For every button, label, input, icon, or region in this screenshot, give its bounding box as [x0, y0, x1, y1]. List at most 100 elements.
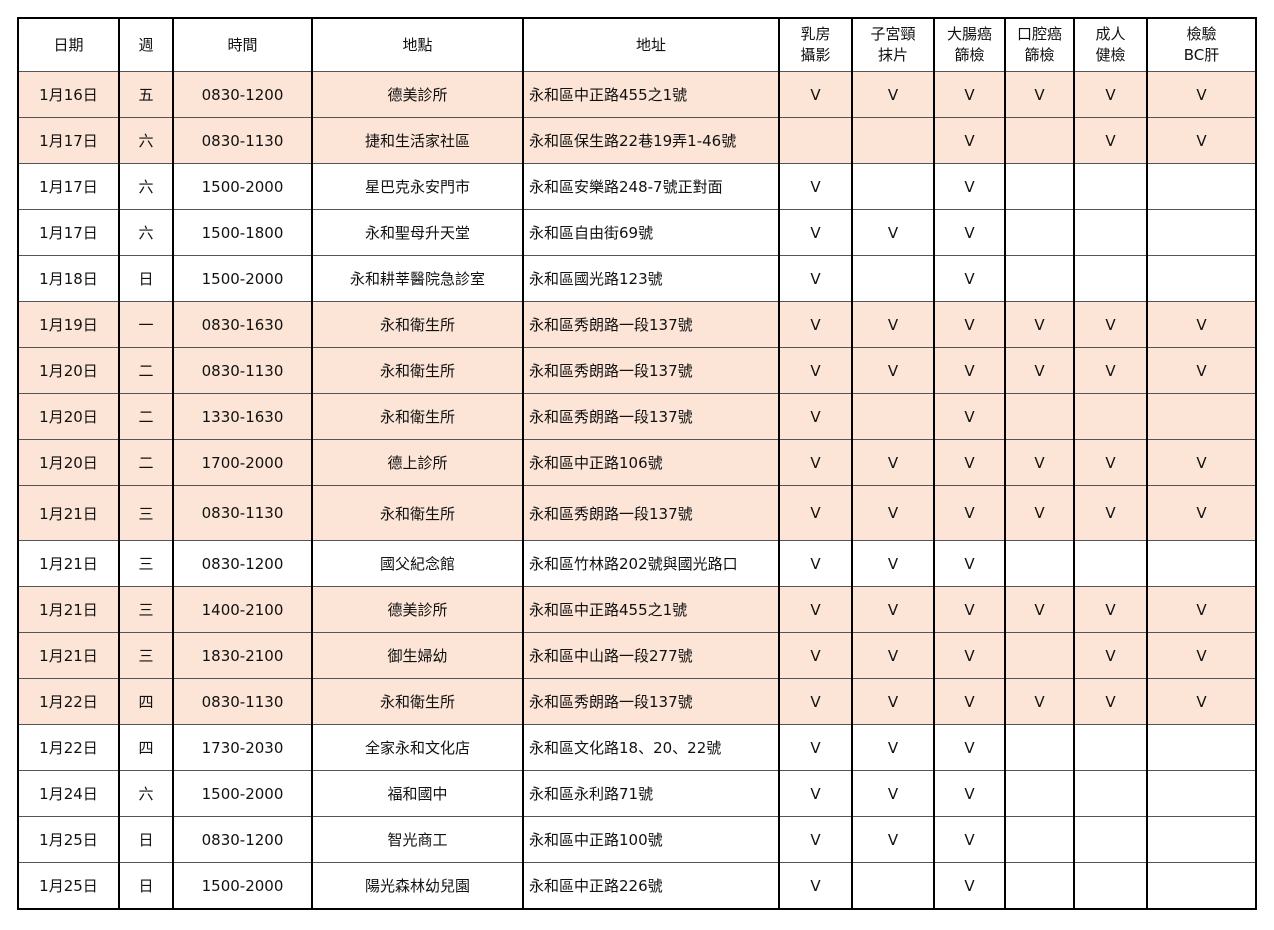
cell: 永和衛生所	[311, 393, 524, 440]
check-cell	[851, 862, 935, 910]
check-cell: V	[933, 439, 1006, 486]
cell: 星巴克永安門市	[311, 163, 524, 210]
check-cell	[1004, 209, 1075, 256]
cell: 1月25日	[17, 816, 120, 863]
check-cell: V	[851, 678, 935, 725]
check-cell	[851, 163, 935, 210]
check-cell	[1004, 163, 1075, 210]
check-cell: V	[1073, 301, 1148, 348]
check-cell	[1073, 816, 1148, 863]
header-text: 篩檢	[954, 46, 985, 64]
check-cell: V	[778, 255, 853, 302]
check-cell: V	[851, 71, 935, 118]
cell: 0830-1130	[172, 117, 313, 164]
header-cell: 子宮頸 抹片	[851, 17, 935, 72]
header-cell: 週	[118, 17, 174, 72]
cell: 0830-1200	[172, 816, 313, 863]
table-row: 1月20日二 1700-2000 德上診所 永和區中正路106號 V V V V V V	[17, 439, 1257, 486]
check-cell: V	[933, 485, 1006, 541]
header-text: 篩檢	[1024, 46, 1055, 64]
check-cell: V	[851, 439, 935, 486]
header-text: 健檢	[1095, 46, 1126, 64]
cell: 1月17日	[17, 163, 120, 210]
cell: 六	[118, 209, 174, 256]
check-cell: V	[1073, 347, 1148, 394]
cell: 1500-2000	[172, 770, 313, 817]
check-cell: V	[933, 209, 1006, 256]
check-cell	[778, 117, 853, 164]
check-cell	[1146, 770, 1257, 817]
header-cell: 地點	[311, 17, 524, 72]
check-cell: V	[1073, 678, 1148, 725]
cell: 德美診所	[311, 586, 524, 633]
check-cell: V	[778, 209, 853, 256]
table-row: 1月18日日 1500-2000 永和耕莘醫院急診室 永和區國光路123號 V V	[17, 255, 1257, 302]
check-cell	[1004, 770, 1075, 817]
check-cell: V	[1146, 71, 1257, 118]
check-cell	[1073, 770, 1148, 817]
check-cell: V	[933, 586, 1006, 633]
cell: 德美診所	[311, 71, 524, 118]
header-text: 子宮頸	[870, 25, 916, 43]
address-cell: 永和區安樂路248-7號正對面	[522, 163, 780, 210]
check-cell	[1073, 163, 1148, 210]
header-cell: 時間	[172, 17, 313, 72]
check-cell: V	[1146, 117, 1257, 164]
address-cell: 永和區秀朗路一段137號	[522, 485, 780, 541]
cell: 一	[118, 301, 174, 348]
header-text: 日期	[53, 35, 84, 54]
cell: 0830-1130	[172, 678, 313, 725]
cell: 0830-1630	[172, 301, 313, 348]
cell: 永和衛生所	[311, 301, 524, 348]
address-cell: 永和區秀朗路一段137號	[522, 678, 780, 725]
check-cell: V	[1073, 117, 1148, 164]
cell: 1月20日	[17, 439, 120, 486]
cell: 1500-1800	[172, 209, 313, 256]
table-row: 1月21日三 0830-1200 國父紀念館 永和區竹林路202號與國光路口 V V V	[17, 540, 1257, 587]
header-text: 地址	[635, 35, 666, 54]
table-row: 1月19日一 0830-1630 永和衛生所 永和區秀朗路一段137號 V V V V V V	[17, 301, 1257, 348]
check-cell: V	[778, 816, 853, 863]
header-text: 成人	[1095, 25, 1126, 43]
check-cell	[1004, 816, 1075, 863]
cell: 全家永和文化店	[311, 724, 524, 771]
cell: 0830-1200	[172, 71, 313, 118]
address-cell: 永和區自由街69號	[522, 209, 780, 256]
check-cell: V	[1146, 439, 1257, 486]
header-cell: 乳房 攝影	[778, 17, 853, 72]
check-cell	[1004, 540, 1075, 587]
address-cell: 永和區中正路100號	[522, 816, 780, 863]
check-cell: V	[1004, 347, 1075, 394]
header-text: 時間	[227, 35, 258, 54]
header-text: BC肝	[1183, 46, 1220, 64]
cell: 永和衛生所	[311, 347, 524, 394]
table-row: 1月21日三 0830-1130 永和衛生所 永和區秀朗路一段137號 V V V V V V	[17, 485, 1257, 541]
address-cell: 永和區中正路455之1號	[522, 586, 780, 633]
cell: 1月17日	[17, 117, 120, 164]
address-cell: 永和區文化路18、20、22號	[522, 724, 780, 771]
cell: 1700-2000	[172, 439, 313, 486]
cell: 1月21日	[17, 632, 120, 679]
check-cell	[1073, 862, 1148, 910]
check-cell	[851, 117, 935, 164]
check-cell: V	[778, 393, 853, 440]
cell: 六	[118, 163, 174, 210]
check-cell: V	[933, 816, 1006, 863]
cell: 日	[118, 816, 174, 863]
cell: 三	[118, 485, 174, 541]
check-cell: V	[933, 117, 1006, 164]
check-cell: V	[933, 347, 1006, 394]
check-cell	[1146, 724, 1257, 771]
table-row: 1月22日四 0830-1130 永和衛生所 永和區秀朗路一段137號 V V V V V V	[17, 678, 1257, 725]
check-cell: V	[1004, 586, 1075, 633]
address-cell: 永和區竹林路202號與國光路口	[522, 540, 780, 587]
cell: 六	[118, 117, 174, 164]
check-cell: V	[933, 770, 1006, 817]
check-cell	[1004, 632, 1075, 679]
check-cell: V	[1146, 586, 1257, 633]
check-cell: V	[933, 540, 1006, 587]
header-text: 檢驗	[1186, 25, 1217, 43]
check-cell: V	[778, 678, 853, 725]
check-cell: V	[1004, 678, 1075, 725]
header-cell: 地址	[522, 17, 780, 72]
